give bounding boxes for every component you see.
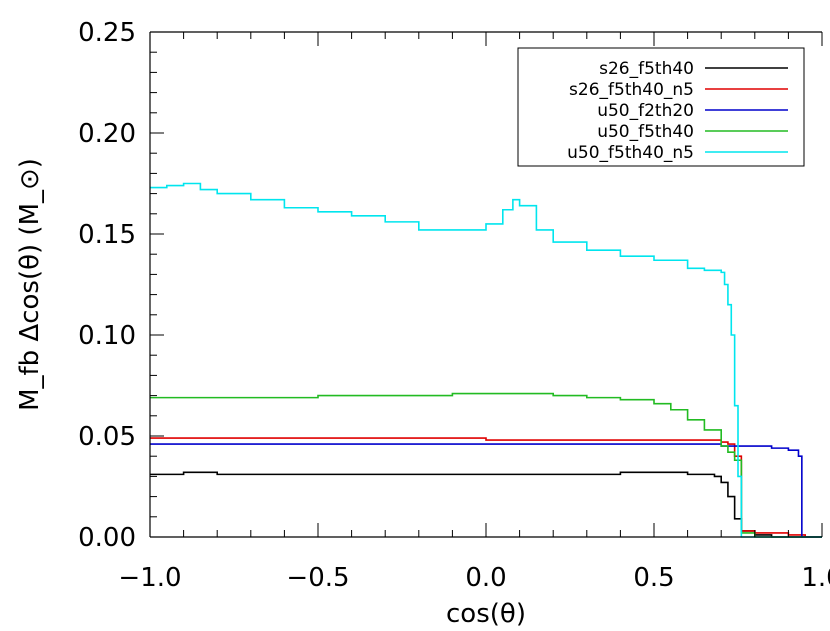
legend-label: s26_f5th40_n5 [569,80,694,100]
legend-label: u50_f5th40_n5 [567,143,694,163]
y-axis-label: M_fb Δcos(θ) (M_⊙) [15,158,45,411]
series-line-u50_f2th20 [150,443,822,538]
x-tick-label: 0.0 [465,563,506,593]
legend: s26_f5th40s26_f5th40_n5u50_f2th20u50_f5t… [517,47,805,167]
x-tick-label: 0.5 [633,563,674,593]
series-line-u50_f5th40 [150,392,822,538]
y-tick-label: 0.20 [78,119,136,149]
x-axis-label: cos(θ) [446,599,526,629]
series-line-u50_f5th40_n5 [150,182,822,538]
x-tick-label: 1.0 [801,563,830,593]
series-layer [150,182,822,538]
series-line-s26_f5th40_n5 [150,437,822,538]
legend-label: u50_f2th20 [597,101,694,121]
y-tick-label: 0.25 [78,18,136,48]
legend-label: s26_f5th40 [599,59,694,79]
x-tick-label: −0.5 [286,563,349,593]
x-tick-label: −1.0 [118,563,181,593]
y-tick-label: 0.05 [78,422,136,452]
y-tick-label: 0.15 [78,220,136,250]
y-tick-label: 0.10 [78,321,136,351]
legend-label: u50_f5th40 [597,122,694,142]
axes-layer: −1.0 −0.5 0.0 0.5 1.0 0.00 0.05 0.10 0.15 0.20 0.2… [78,18,830,593]
y-tick-label: 0.00 [78,523,136,553]
